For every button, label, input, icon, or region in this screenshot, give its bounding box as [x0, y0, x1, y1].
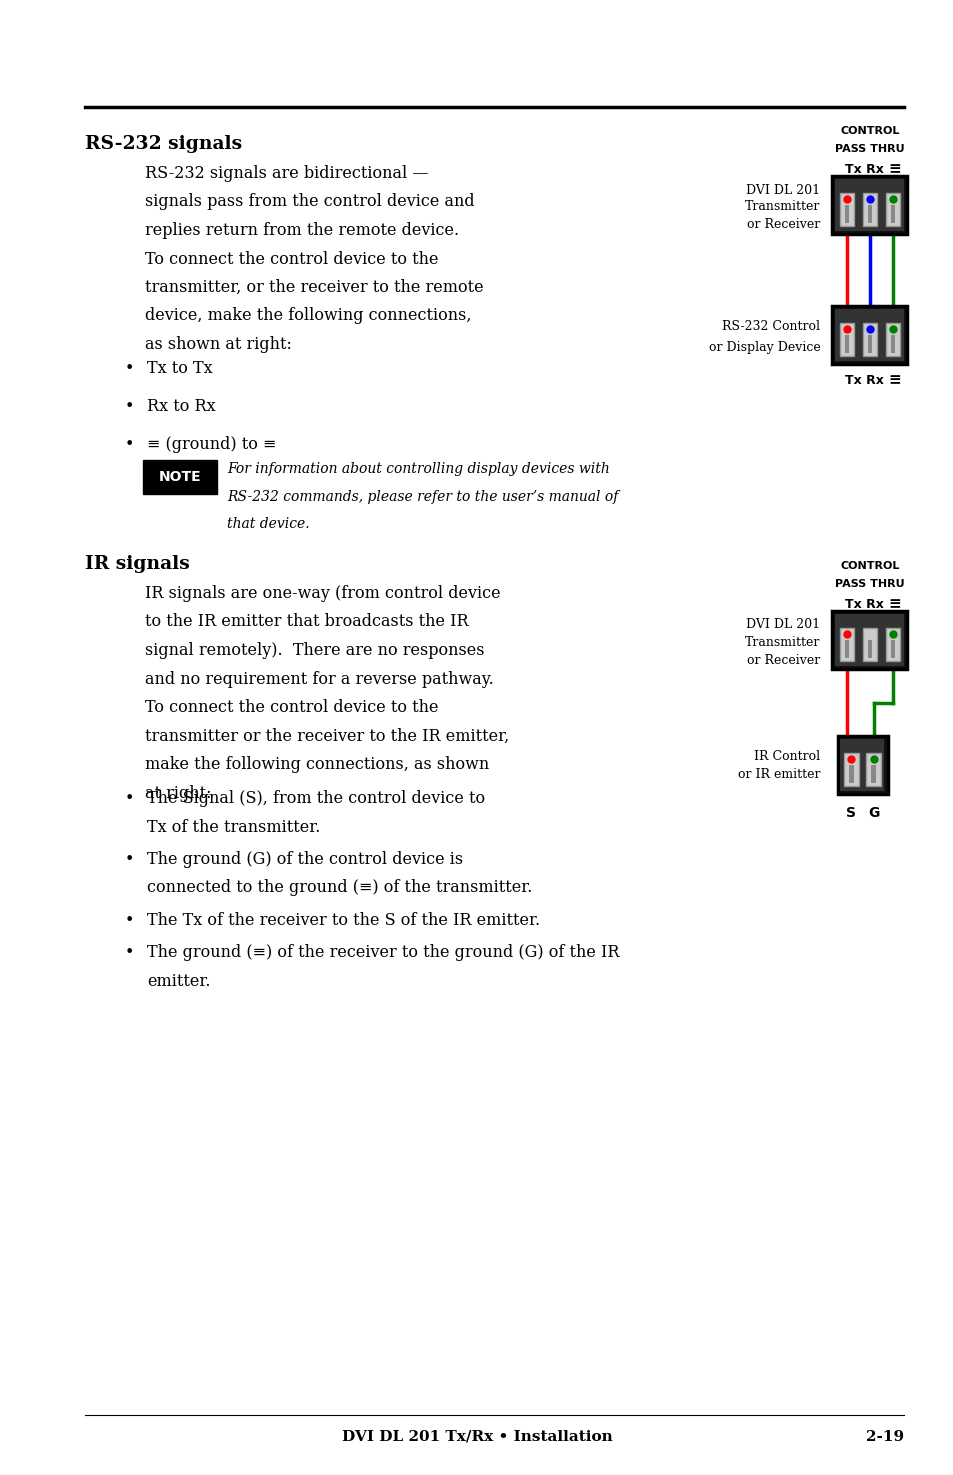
Text: Tx Rx: Tx Rx: [843, 164, 882, 176]
FancyBboxPatch shape: [843, 752, 858, 786]
FancyBboxPatch shape: [862, 628, 877, 661]
FancyBboxPatch shape: [890, 335, 894, 353]
Text: at right:: at right:: [145, 785, 212, 801]
FancyBboxPatch shape: [839, 628, 854, 661]
FancyBboxPatch shape: [862, 323, 877, 357]
FancyBboxPatch shape: [870, 764, 875, 783]
FancyBboxPatch shape: [832, 176, 906, 235]
FancyBboxPatch shape: [143, 460, 216, 494]
FancyBboxPatch shape: [867, 335, 871, 353]
Text: emitter.: emitter.: [147, 974, 211, 990]
FancyBboxPatch shape: [835, 308, 903, 361]
Text: •: •: [125, 791, 134, 807]
Text: to the IR emitter that broadcasts the IR: to the IR emitter that broadcasts the IR: [145, 614, 468, 630]
Text: RS-232 Control: RS-232 Control: [721, 320, 820, 333]
Text: Tx of the transmitter.: Tx of the transmitter.: [147, 819, 320, 835]
Text: •: •: [125, 912, 134, 929]
Text: PASS THRU: PASS THRU: [834, 145, 903, 153]
FancyBboxPatch shape: [862, 193, 877, 227]
Text: Tx to Tx: Tx to Tx: [147, 360, 213, 378]
FancyBboxPatch shape: [890, 640, 894, 658]
Text: make the following connections, as shown: make the following connections, as shown: [145, 757, 489, 773]
Text: Tx Rx: Tx Rx: [843, 375, 882, 386]
Text: transmitter, or the receiver to the remote: transmitter, or the receiver to the remo…: [145, 279, 483, 296]
Text: NOTE: NOTE: [158, 471, 201, 484]
Text: RS-232 signals: RS-232 signals: [85, 136, 242, 153]
Text: To connect the control device to the: To connect the control device to the: [145, 699, 438, 715]
Text: G: G: [867, 805, 879, 820]
FancyBboxPatch shape: [837, 736, 886, 794]
Text: connected to the ground (≡) of the transmitter.: connected to the ground (≡) of the trans…: [147, 879, 532, 897]
Text: •: •: [125, 360, 134, 378]
Text: DVI DL 201 Tx/Rx • Installation: DVI DL 201 Tx/Rx • Installation: [341, 1429, 612, 1444]
Text: DVI DL 201: DVI DL 201: [745, 183, 820, 196]
FancyBboxPatch shape: [832, 305, 906, 364]
Text: that device.: that device.: [227, 516, 310, 531]
Text: CONTROL: CONTROL: [840, 125, 899, 136]
Text: PASS THRU: PASS THRU: [834, 580, 903, 589]
Text: or Display Device: or Display Device: [708, 341, 820, 354]
Text: or IR emitter: or IR emitter: [738, 768, 820, 782]
Text: ≡: ≡: [887, 161, 901, 176]
FancyBboxPatch shape: [867, 640, 871, 658]
FancyBboxPatch shape: [832, 611, 906, 670]
Text: The ground (G) of the control device is: The ground (G) of the control device is: [147, 851, 462, 867]
Text: •: •: [125, 851, 134, 867]
Text: The Signal (S), from the control device to: The Signal (S), from the control device …: [147, 791, 485, 807]
Text: Transmitter: Transmitter: [744, 201, 820, 214]
Text: transmitter or the receiver to the IR emitter,: transmitter or the receiver to the IR em…: [145, 727, 509, 745]
FancyBboxPatch shape: [865, 752, 880, 786]
Text: DVI DL 201: DVI DL 201: [745, 618, 820, 631]
Text: ≡: ≡: [887, 372, 901, 386]
Text: CONTROL: CONTROL: [840, 560, 899, 571]
Text: replies return from the remote device.: replies return from the remote device.: [145, 223, 458, 239]
Text: The Tx of the receiver to the S of the IR emitter.: The Tx of the receiver to the S of the I…: [147, 912, 539, 929]
FancyBboxPatch shape: [848, 764, 853, 783]
FancyBboxPatch shape: [839, 193, 854, 227]
Text: •: •: [125, 944, 134, 962]
Text: Rx to Rx: Rx to Rx: [147, 398, 215, 414]
FancyBboxPatch shape: [840, 739, 883, 791]
Text: signals pass from the control device and: signals pass from the control device and: [145, 193, 475, 211]
Text: For information about controlling display devices with: For information about controlling displa…: [227, 463, 609, 476]
Text: RS-232 signals are bidirectional —: RS-232 signals are bidirectional —: [145, 165, 428, 181]
Text: or Receiver: or Receiver: [746, 653, 820, 667]
Text: •: •: [125, 437, 134, 453]
FancyBboxPatch shape: [867, 205, 871, 223]
FancyBboxPatch shape: [843, 335, 848, 353]
Text: 2-19: 2-19: [865, 1429, 903, 1444]
Text: and no requirement for a reverse pathway.: and no requirement for a reverse pathway…: [145, 671, 494, 687]
FancyBboxPatch shape: [884, 628, 900, 661]
Text: The ground (≡) of the receiver to the ground (G) of the IR: The ground (≡) of the receiver to the gr…: [147, 944, 618, 962]
Text: as shown at right:: as shown at right:: [145, 336, 292, 353]
Text: IR Control: IR Control: [754, 751, 820, 764]
FancyBboxPatch shape: [843, 640, 848, 658]
FancyBboxPatch shape: [843, 205, 848, 223]
Text: Tx Rx: Tx Rx: [843, 597, 882, 611]
Text: or Receiver: or Receiver: [746, 218, 820, 232]
Text: device, make the following connections,: device, make the following connections,: [145, 307, 471, 324]
Text: Transmitter: Transmitter: [744, 636, 820, 649]
Text: IR signals: IR signals: [85, 555, 190, 572]
FancyBboxPatch shape: [884, 323, 900, 357]
FancyBboxPatch shape: [835, 178, 903, 232]
Text: IR signals are one-way (from control device: IR signals are one-way (from control dev…: [145, 586, 500, 602]
Text: signal remotely).  There are no responses: signal remotely). There are no responses: [145, 642, 484, 659]
Text: ≡: ≡: [887, 596, 901, 611]
Text: RS-232 commands, please refer to the user’s manual of: RS-232 commands, please refer to the use…: [227, 490, 618, 503]
Text: To connect the control device to the: To connect the control device to the: [145, 251, 438, 267]
Text: ≡ (ground) to ≡: ≡ (ground) to ≡: [147, 437, 276, 453]
Text: •: •: [125, 398, 134, 414]
Text: S: S: [845, 805, 856, 820]
FancyBboxPatch shape: [890, 205, 894, 223]
FancyBboxPatch shape: [884, 193, 900, 227]
FancyBboxPatch shape: [839, 323, 854, 357]
FancyBboxPatch shape: [835, 614, 903, 667]
